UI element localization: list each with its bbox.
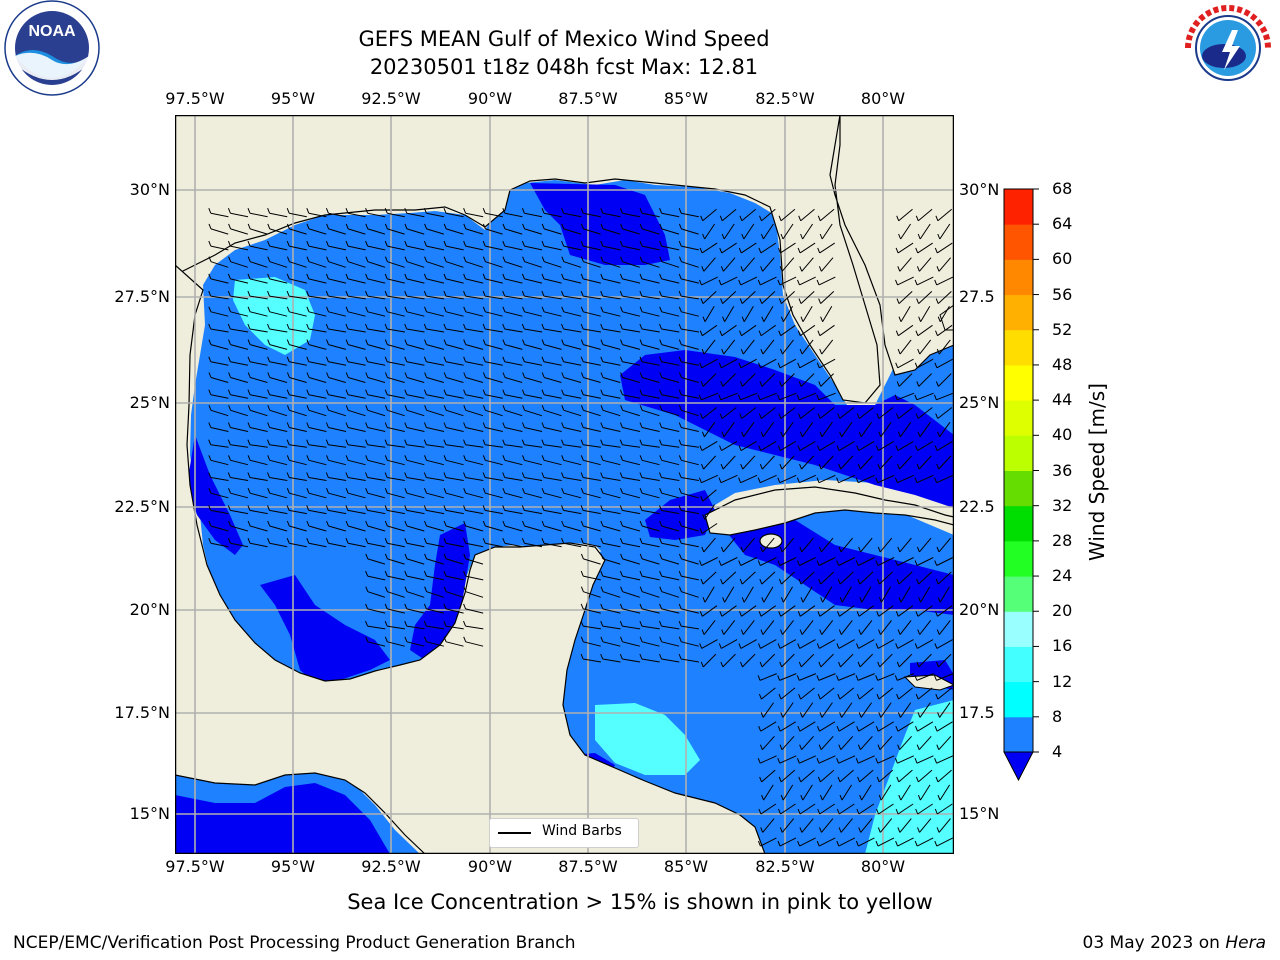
lat-label-right: 22.5 bbox=[959, 497, 995, 516]
low-wind-tabasco bbox=[410, 523, 470, 660]
low-wind-yucatan-north bbox=[645, 490, 715, 540]
lon-label-bottom: 90°W bbox=[467, 857, 513, 876]
land-cuba bbox=[704, 486, 954, 536]
lat-label-right: 20°N bbox=[959, 600, 1000, 619]
lon-label-bottom: 97.5°W bbox=[165, 857, 225, 876]
colorbar-tick-label: 44 bbox=[1052, 390, 1073, 410]
map-legend: Wind Barbs bbox=[489, 818, 639, 848]
lat-label-left: 25°N bbox=[129, 393, 170, 412]
lat-label-left: 30°N bbox=[129, 180, 170, 199]
footer-host: Hera bbox=[1225, 933, 1266, 953]
colorbar-segment bbox=[1004, 646, 1033, 683]
colorbar-tick-label: 4 bbox=[1052, 742, 1063, 761]
colorbar-tick-label: 8 bbox=[1052, 706, 1063, 726]
lon-label-top: 90°W bbox=[467, 89, 513, 108]
colorbar-segment bbox=[1004, 540, 1033, 577]
colorbar-segment bbox=[1004, 681, 1033, 718]
land-isle-of-youth bbox=[759, 533, 783, 549]
colorbar-segment bbox=[1004, 576, 1033, 612]
lon-label-bottom: 82.5°W bbox=[755, 857, 815, 876]
lat-label-left: 27.5°N bbox=[114, 287, 170, 306]
lon-label-bottom: 85°W bbox=[663, 857, 709, 876]
colorbar-title: Wind Speed [m/s] bbox=[1085, 383, 1109, 561]
wind-barbs bbox=[208, 208, 954, 847]
lat-label-right: 17.5 bbox=[959, 703, 995, 722]
lat-label-right: 15°N bbox=[959, 804, 1000, 823]
lon-label-top: 87.5°W bbox=[558, 89, 618, 108]
colorbar-tick-label: 40 bbox=[1052, 425, 1073, 445]
land-mexico bbox=[175, 264, 766, 854]
low-wind-ne-gulf bbox=[530, 183, 670, 265]
lon-label-bottom: 95°W bbox=[270, 857, 316, 876]
footer-date-text: 03 May 2023 on bbox=[1082, 933, 1226, 953]
lat-label-left: 17.5°N bbox=[114, 703, 170, 722]
land-bahamas bbox=[939, 304, 954, 331]
colorbar-extend-arrow bbox=[1003, 751, 1034, 782]
lon-label-top: 97.5°W bbox=[165, 89, 225, 108]
legend-label: Wind Barbs bbox=[542, 823, 622, 839]
lon-label-top: 82.5°W bbox=[755, 89, 815, 108]
nws-logo bbox=[1178, 0, 1278, 100]
pacific-low-wind bbox=[175, 783, 390, 854]
lon-label-top: 85°W bbox=[663, 89, 709, 108]
lon-label-top: 80°W bbox=[860, 89, 906, 108]
lon-label-bottom: 87.5°W bbox=[558, 857, 618, 876]
map-title: GEFS MEAN Gulf of Mexico Wind Speed bbox=[358, 27, 770, 51]
lon-label-bottom: 80°W bbox=[860, 857, 906, 876]
footer-credit: NCEP/EMC/Verification Post Processing Pr… bbox=[13, 933, 576, 953]
colorbar-tick-label: 52 bbox=[1052, 319, 1073, 339]
colorbar-segment bbox=[1004, 505, 1033, 542]
colorbar-segment bbox=[1004, 435, 1033, 471]
lon-label-top: 92.5°W bbox=[361, 89, 421, 108]
colorbar-segment bbox=[1004, 716, 1033, 753]
colorbar-tick-label: 32 bbox=[1052, 495, 1073, 515]
noaa-logo: NOAA bbox=[2, 0, 102, 100]
legend-line-swatch bbox=[498, 832, 531, 834]
colorbar-tick-label: 28 bbox=[1052, 530, 1073, 550]
colorbar-segment bbox=[1004, 294, 1033, 331]
low-wind-west-mexico bbox=[187, 435, 243, 555]
colorbar-segment bbox=[1004, 329, 1033, 366]
colorbar-segment bbox=[1004, 259, 1033, 296]
colorbar-tick-label: 60 bbox=[1052, 249, 1073, 269]
lat-label-right: 30°N bbox=[959, 180, 1000, 199]
colorbar-tick-label: 12 bbox=[1052, 671, 1073, 691]
lon-label-top: 95°W bbox=[270, 89, 316, 108]
lat-label-left: 20°N bbox=[129, 600, 170, 619]
wind-speed-map bbox=[175, 115, 954, 854]
colorbar-segment bbox=[1004, 611, 1033, 647]
lon-label-bottom: 92.5°W bbox=[361, 857, 421, 876]
colorbar-segment bbox=[1004, 189, 1033, 225]
footer-date: 03 May 2023 on Hera bbox=[1083, 933, 1267, 953]
colorbar-tick-label: 24 bbox=[1052, 566, 1073, 586]
colorbar-segment bbox=[1004, 400, 1033, 436]
graticule bbox=[175, 115, 954, 854]
colorbar-tick-label: 64 bbox=[1052, 214, 1073, 234]
colorbar-segment bbox=[1004, 470, 1033, 507]
low-wind-east-gulf bbox=[620, 350, 954, 508]
colorbar-tick-label: 56 bbox=[1052, 284, 1073, 304]
cyan-caribbean-east bbox=[865, 700, 954, 854]
colorbar-segment bbox=[1004, 224, 1033, 260]
cyan-honduras bbox=[595, 703, 700, 775]
colorbar-tick-label: 20 bbox=[1052, 601, 1073, 621]
colorbar bbox=[1003, 188, 1039, 782]
colorbar-tick-label: 16 bbox=[1052, 636, 1073, 656]
colorbar-tick-label: 68 bbox=[1052, 179, 1073, 198]
colorbar-segment bbox=[1004, 364, 1033, 401]
colorbar-tick-label: 48 bbox=[1052, 354, 1073, 374]
colorbar-tick-label: 36 bbox=[1052, 460, 1073, 480]
lat-label-left: 22.5°N bbox=[114, 497, 170, 516]
sea-ice-caption: Sea Ice Concentration > 15% is shown in … bbox=[347, 890, 933, 914]
noaa-logo-text: NOAA bbox=[28, 23, 76, 40]
lat-label-right: 27.5 bbox=[959, 287, 995, 306]
lat-label-left: 15°N bbox=[129, 804, 170, 823]
map-subtitle: 20230501 t18z 048h fcst Max: 12.81 bbox=[369, 55, 759, 79]
lat-label-right: 25°N bbox=[959, 393, 1000, 412]
